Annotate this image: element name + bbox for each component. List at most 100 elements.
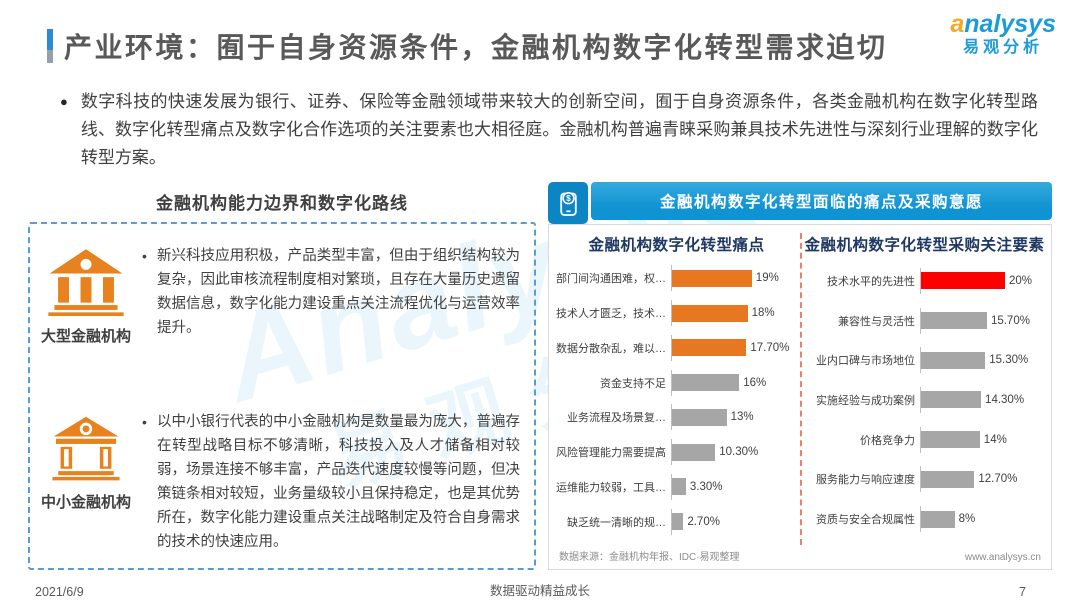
bar-row: 技术水平的先进性 20% [804, 267, 1045, 294]
bar [672, 443, 716, 461]
bar-row: 缺乏统一清晰的规… 2.70% [555, 508, 798, 535]
bar-category-label: 运维能力较弱，工具… [556, 481, 666, 494]
bank-building-icon [48, 249, 124, 316]
bar-track: 10.30% [671, 439, 798, 466]
left-panel: 大型金融机构 • 新兴科技应用积极，产品类型丰富，但由于组织结构较为复杂，因此审… [28, 222, 536, 570]
svg-text:$: $ [566, 194, 571, 203]
title-block: 产业环境：囿于自身资源条件，金融机构数字化转型需求迫切 [47, 26, 888, 66]
chart-rows: 部门间沟通困难，权… 19% 技术人才匮乏，技术… 18% 数据分散杂乱，难以… 17.7… [555, 261, 798, 545]
mobile-payment-icon: $ [559, 191, 577, 216]
bar-value-label: 18% [751, 307, 775, 320]
bar-category-label: 数据分散杂乱，难以… [556, 342, 666, 355]
bar-track: 13% [671, 404, 798, 431]
bar-row: 技术人才匮乏，技术… 18% [555, 300, 798, 327]
large-institution-label: 大型金融机构 [40, 328, 131, 345]
bar-track: 15.30% [920, 347, 1045, 374]
left-panel-heading: 金融机构能力边界和数字化路线 [156, 194, 408, 213]
bar-value-label: 20% [1009, 274, 1033, 287]
bar-row: 资金支持不足 16% [555, 369, 798, 396]
bar [672, 304, 748, 322]
bar [672, 269, 752, 287]
bar [921, 470, 975, 488]
website-url: www.analysys.cn [964, 552, 1041, 563]
data-source-note: 数据来源：金融机构年报、IDC·易观整理 [559, 552, 740, 563]
large-institution-row: 大型金融机构 • 新兴科技应用积极，产品类型丰富，但由于组织结构较为复杂，因此审… [38, 244, 520, 346]
bar-row: 风险管理能力需要提高 10.30% [555, 439, 798, 466]
bar-row: 服务能力与响应速度 12.70% [804, 466, 1045, 493]
page-title: 产业环境：囿于自身资源条件，金融机构数字化转型需求迫切 [64, 32, 888, 63]
bar-category-label: 服务能力与响应速度 [816, 474, 915, 487]
footer-date: 2021/6/9 [35, 585, 84, 599]
bar-value-label: 12.70% [978, 473, 1018, 486]
bar-value-label: 14.30% [985, 393, 1025, 406]
bar-row: 实施经验与成功案例 14.30% [804, 386, 1045, 413]
bar-value-label: 13% [730, 411, 754, 424]
analysys-logo: analysys 易观分析 [950, 10, 1056, 56]
bar-category-label: 业内口碑与市场地位 [816, 355, 915, 368]
right-panel-chart-box: 金融机构数字化转型痛点 部门间沟通困难，权… 19% 技术人才匮乏，技术… 18% 数据… [548, 224, 1052, 570]
bar-track: 19% [671, 265, 798, 292]
bar-track: 8% [920, 506, 1045, 533]
bar [921, 312, 987, 330]
bar-value-label: 10.30% [719, 446, 759, 459]
bar-category-label: 风险管理能力需要提高 [556, 447, 666, 460]
right-panel-header: $ 金融机构数字化转型面临的痛点及采购意愿 [548, 182, 1052, 224]
bar-track: 2.70% [671, 508, 798, 535]
footer-slogan: 数据驱动精益成长 [489, 584, 590, 598]
bar [921, 510, 955, 528]
bar-category-label: 技术水平的先进性 [827, 275, 915, 288]
bar-category-label: 资质与安全合规属性 [816, 514, 915, 527]
bar-row: 业内口碑与市场地位 15.30% [804, 347, 1045, 374]
bar-track: 17.70% [671, 334, 798, 361]
small-institution-description: 以中小银行代表的中小金融机构是数量最为庞大，普遍存在转型战略目标不够清晰，科技投… [157, 414, 520, 550]
logo-a-swirl-icon: a [950, 10, 965, 38]
bar [921, 431, 980, 449]
header-icon-box: $ [548, 182, 588, 224]
sub-bullet-marker: • [142, 414, 147, 430]
bar-category-label: 部门间沟通困难，权… [556, 273, 666, 286]
sub-bullet-marker: • [142, 248, 147, 264]
bar-row: 价格竞争力 14% [804, 426, 1045, 453]
bar-value-label: 17.70% [750, 341, 790, 354]
bar-category-label: 价格竞争力 [860, 434, 915, 447]
intro-text: 数字科技的快速发展为银行、证券、保险等金融领域带来较大的创新空间，囿于自身资源条… [80, 92, 1038, 167]
bar-track: 12.70% [920, 466, 1045, 493]
bar-track: 3.30% [671, 473, 798, 500]
bar-track: 18% [671, 300, 798, 327]
small-institution-row: 中小金融机构 • 以中小银行代表的中小金融机构是数量最为庞大，普遍存在转型战略目… [38, 410, 520, 554]
bar-value-label: 2.70% [687, 515, 720, 528]
bar [921, 272, 1005, 290]
title-accent-bar [47, 29, 53, 63]
bar-value-label: 15.30% [989, 354, 1029, 367]
bar-value-label: 15.70% [990, 314, 1030, 327]
bar-track: 14% [920, 426, 1045, 453]
bar-row: 部门间沟通困难，权… 19% [555, 265, 798, 292]
small-institution-text-block: • 以中小银行代表的中小金融机构是数量最为庞大，普遍存在转型战略目标不够清晰，科… [134, 410, 520, 554]
charts-container: 金融机构数字化转型痛点 部门间沟通困难，权… 19% 技术人才匮乏，技术… 18% 数据… [553, 233, 1047, 545]
small-institution-icon-col: 中小金融机构 [38, 410, 134, 554]
pain-points-chart: 金融机构数字化转型痛点 部门间沟通困难，权… 19% 技术人才匮乏，技术… 18% 数据… [553, 233, 800, 545]
bar-category-label: 缺乏统一清晰的规… [567, 516, 666, 529]
bank-building-outline-icon [52, 416, 120, 481]
bar-value-label: 14% [983, 433, 1007, 446]
logo-wordmark-rest: nalysys [964, 10, 1056, 38]
chart-rows: 技术水平的先进性 20% 兼容性与灵活性 15.70% 业内口碑与市场地位 15.30% 实… [804, 261, 1045, 545]
small-institution-label: 中小金融机构 [40, 494, 131, 511]
large-institution-description: 新兴科技应用积极，产品类型丰富，但由于组织结构较为复杂，因此审核流程制度相对繁琐… [157, 248, 520, 336]
large-institution-icon-col: 大型金融机构 [38, 244, 134, 346]
bar-track: 20% [920, 267, 1045, 294]
bar-track: 16% [671, 369, 798, 396]
intro-paragraph: ● 数字科技的快速发展为银行、证券、保险等金融领域带来较大的创新空间，囿于自身资… [60, 88, 1038, 172]
bar-row: 运维能力较弱，工具… 3.30% [555, 473, 798, 500]
bar [672, 374, 740, 392]
bar-value-label: 19% [755, 272, 779, 285]
footer-page-number: 7 [1019, 585, 1026, 599]
logo-wordmark: analysys [950, 10, 1056, 39]
bar-value-label: 16% [743, 376, 767, 389]
bar-row: 业务流程及场景复… 13% [555, 404, 798, 431]
bar [921, 391, 982, 409]
chart-title: 金融机构数字化转型采购关注要素 [804, 237, 1045, 254]
bar [672, 408, 727, 426]
bar [672, 339, 747, 357]
